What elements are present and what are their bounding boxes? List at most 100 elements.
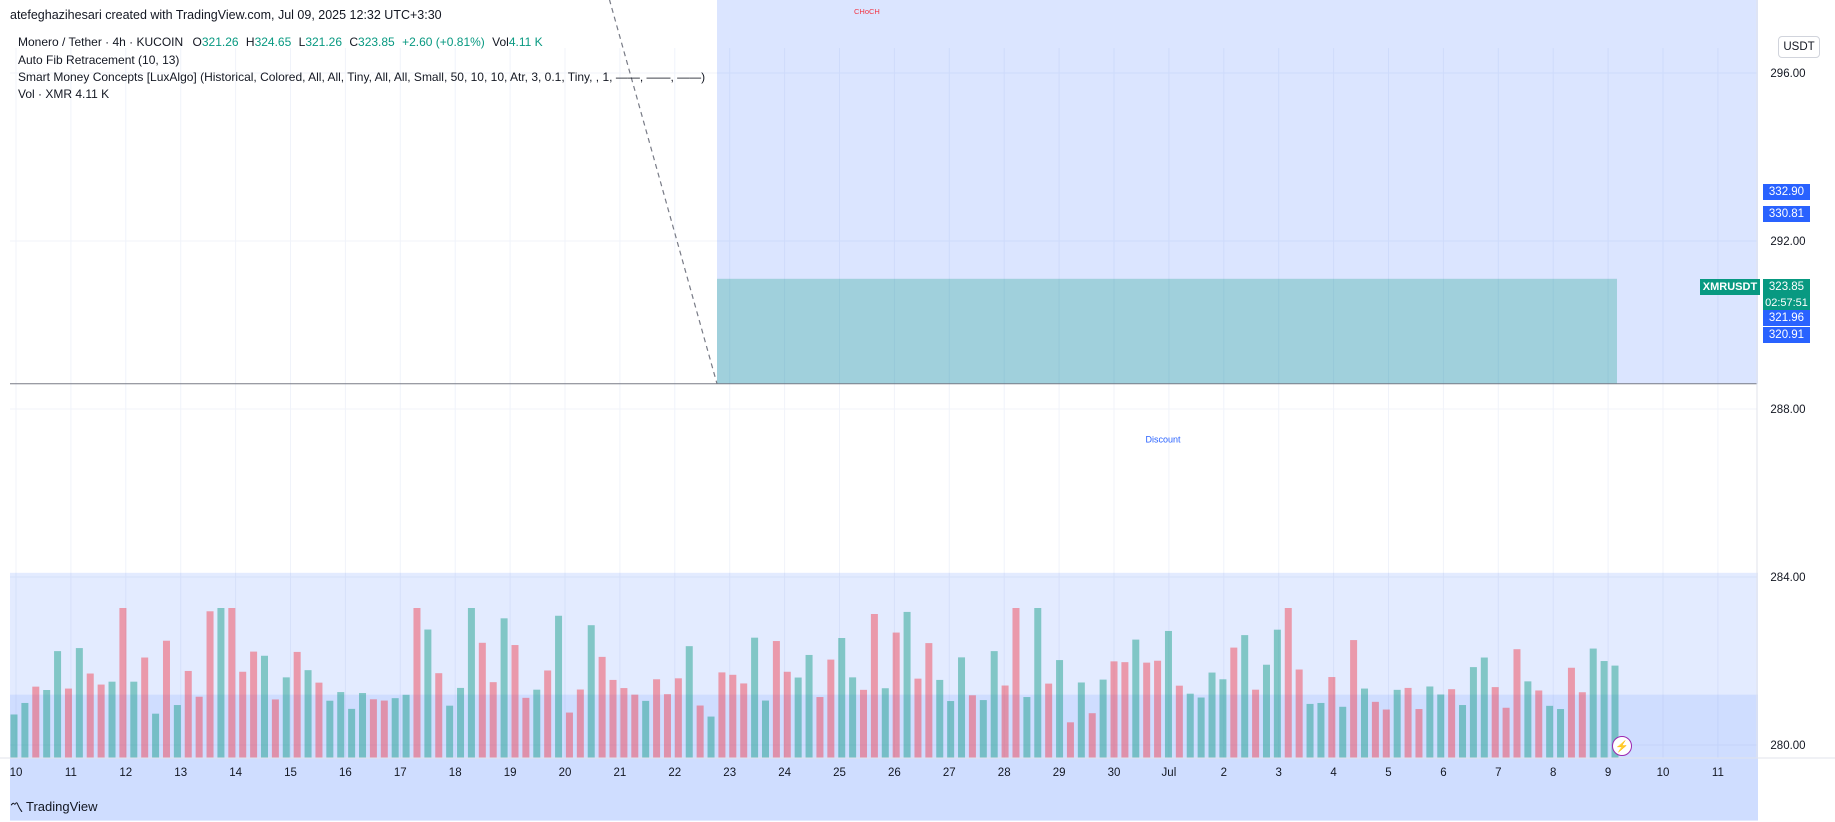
volume-bar	[870, 614, 878, 758]
tradingview-brand[interactable]: 〽 TradingView	[10, 797, 98, 816]
price-tag-321: 321.96	[1763, 310, 1810, 326]
x-tick-label: 13	[174, 767, 187, 779]
x-tick-label: 26	[888, 767, 901, 779]
x-tick-label: 2	[1221, 767, 1227, 779]
volume-bar	[228, 608, 236, 758]
volume-bar	[1502, 707, 1510, 758]
volume-bar	[500, 618, 508, 758]
volume-bar	[1295, 669, 1303, 758]
volume-bar	[1197, 697, 1205, 758]
volume-bar	[173, 705, 181, 758]
volume-bar	[250, 651, 258, 758]
indicator-smc[interactable]: Smart Money Concepts [LuxAlgo] (Historic…	[18, 70, 706, 84]
volume-bar	[751, 637, 759, 758]
volume-bar	[1513, 649, 1521, 758]
x-tick-label: 28	[998, 767, 1011, 779]
vol-value: 4.11 K	[508, 35, 543, 49]
volume-bar	[968, 695, 976, 758]
volume-bar	[609, 679, 617, 758]
volume-bar	[75, 648, 83, 758]
volume-bar	[1262, 664, 1270, 758]
fib-trendline	[608, 0, 718, 384]
volume-bar	[1143, 662, 1151, 758]
volume-bar	[718, 672, 726, 758]
volume-bar	[1088, 713, 1096, 758]
indicator-fib[interactable]: Auto Fib Retracement (10, 13)	[18, 53, 180, 67]
volume-bar	[565, 712, 573, 758]
y-tick-label: 284.00	[1770, 572, 1805, 584]
volume-bar	[1480, 657, 1488, 758]
x-tick-label: 17	[394, 767, 407, 779]
last-price-tag: 323.85	[1763, 279, 1810, 295]
volume-bar	[772, 641, 780, 758]
volume-bar	[1328, 677, 1336, 758]
volume-bar	[914, 678, 922, 758]
structure-labels: PremiumEquilibriumDiscountCHoCHCHoCHEQLC…	[854, 7, 1181, 445]
indicator-volume[interactable]: Vol · XMR 4.11 K	[18, 87, 110, 101]
x-tick-label: 8	[1550, 767, 1556, 779]
volume-bar	[881, 688, 889, 758]
x-tick-label: 15	[284, 767, 297, 779]
currency-button[interactable]: USDT	[1778, 36, 1820, 58]
volume-bar	[663, 694, 671, 758]
volume-bar	[1121, 662, 1129, 758]
volume-bar	[1371, 701, 1379, 758]
x-tick-label: 10	[1657, 767, 1670, 779]
x-tick-label: 20	[559, 767, 572, 779]
volume-bar	[271, 699, 279, 758]
volume-bar	[925, 643, 933, 758]
volume-bar	[1578, 692, 1586, 758]
volume-bar	[620, 688, 628, 758]
volume-bar	[947, 701, 955, 758]
volume-bar	[816, 697, 824, 758]
low-value: 321.26	[305, 35, 343, 49]
lightning-icon[interactable]: ⚡	[1612, 736, 1632, 756]
symbol-ohlc-line[interactable]: Monero / Tether · 4h · KUCOIN O321.26 H3…	[18, 35, 543, 49]
volume-bar	[326, 700, 334, 758]
x-tick-label: 21	[614, 767, 627, 779]
symbol-tag: XMRUSDT	[1700, 279, 1760, 295]
volume-bar	[544, 670, 552, 758]
volume-bar	[707, 716, 715, 758]
volume-bar	[1132, 639, 1140, 758]
x-tick-label: 19	[504, 767, 517, 779]
volume-bar	[380, 700, 388, 758]
volume-bar	[1241, 635, 1249, 758]
open-label: O	[192, 35, 202, 49]
smc-zones	[10, 0, 1758, 821]
volume-bar	[653, 679, 661, 758]
volume-bar	[1219, 679, 1227, 758]
author-line: atefeghazihesari created with TradingVie…	[10, 8, 442, 22]
volume-bars	[10, 608, 1619, 758]
discount-zone	[10, 572, 1758, 821]
x-tick-label: 4	[1330, 767, 1337, 779]
volume-bar	[206, 611, 214, 758]
chart-grid	[10, 48, 1757, 758]
x-tick-label: 25	[833, 767, 846, 779]
y-tick-label: 280.00	[1770, 740, 1805, 752]
volume-bar	[435, 673, 443, 758]
x-tick-label: 18	[449, 767, 462, 779]
volume-bar	[827, 659, 835, 758]
x-tick-label: Jul	[1162, 767, 1177, 779]
volume-bar	[478, 642, 486, 758]
volume-bar	[1611, 665, 1619, 758]
y-tick-label: 296.00	[1770, 68, 1805, 80]
discount-label: Discount	[1145, 435, 1181, 445]
x-tick-label: 3	[1275, 767, 1281, 779]
volume-bar	[1175, 685, 1183, 758]
high-value: 324.65	[254, 35, 292, 49]
volume-bar	[195, 696, 203, 758]
volume-bar	[1339, 706, 1347, 758]
x-tick-label: 11	[1712, 767, 1724, 779]
symbol-title[interactable]: Monero / Tether · 4h · KUCOIN	[18, 35, 184, 49]
volume-bar	[348, 708, 356, 758]
volume-bar	[838, 638, 846, 758]
volume-bar	[162, 640, 170, 758]
volume-bar	[1012, 608, 1020, 758]
volume-bar	[21, 702, 29, 758]
x-tick-label: 23	[723, 767, 736, 779]
x-tick-label: 22	[668, 767, 681, 779]
volume-bar	[740, 683, 748, 758]
